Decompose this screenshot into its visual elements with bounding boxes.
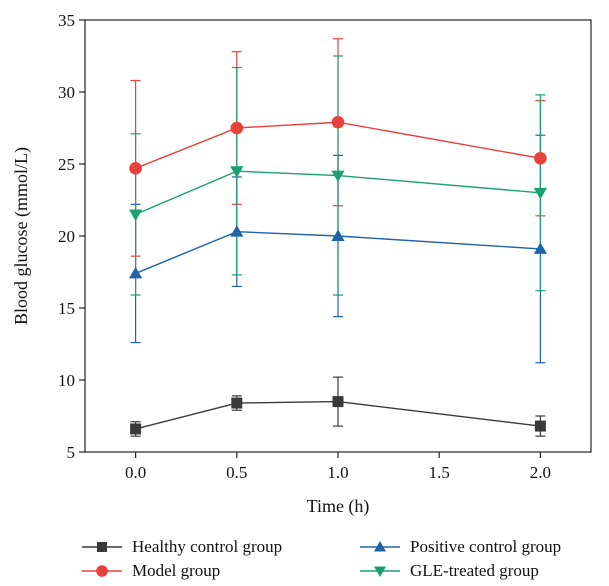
legend-item-gle: GLE-treated group bbox=[358, 560, 539, 582]
legend-marker bbox=[97, 542, 107, 552]
y-tick-label: 5 bbox=[67, 443, 76, 462]
legend-label: Healthy control group bbox=[132, 537, 283, 556]
data-point bbox=[129, 209, 143, 221]
legend-item-healthy: Healthy control group bbox=[80, 536, 282, 558]
y-tick-label: 30 bbox=[58, 83, 75, 102]
data-point bbox=[331, 115, 345, 129]
legend-label: Positive control group bbox=[410, 537, 562, 556]
data-point bbox=[533, 242, 547, 254]
data-point bbox=[331, 229, 345, 241]
series-3 bbox=[129, 166, 547, 221]
legend-marker bbox=[96, 565, 108, 577]
x-tick-label: 1.5 bbox=[429, 463, 450, 482]
data-point bbox=[129, 266, 143, 279]
series-line bbox=[135, 230, 541, 275]
triangle-up-marker-icon bbox=[360, 541, 400, 552]
series-1 bbox=[129, 115, 547, 175]
series-0 bbox=[130, 396, 546, 435]
series-line bbox=[135, 400, 541, 430]
legend: Healthy control group Positive control g… bbox=[80, 536, 600, 584]
circle-marker-icon bbox=[82, 565, 122, 577]
legend-label: Model group bbox=[132, 561, 221, 580]
y-tick-label: 35 bbox=[58, 11, 75, 30]
data-point bbox=[230, 225, 244, 237]
legend-marker bbox=[374, 566, 386, 577]
series-line bbox=[135, 170, 541, 216]
legend-label: GLE-treated group bbox=[410, 561, 539, 580]
data-point bbox=[534, 420, 546, 432]
triangle-down-marker-icon bbox=[360, 566, 400, 577]
chart: 5 10 15 20 25 30 35 0.0 0.5 1.0 1.5 2.0 Time (h) Bl… bbox=[11, 11, 592, 517]
data-point bbox=[130, 423, 142, 435]
y-tick-label: 15 bbox=[58, 299, 75, 318]
series bbox=[129, 38, 547, 437]
legend-item-model: Model group bbox=[80, 560, 220, 582]
x-axis-label: Time (h) bbox=[307, 496, 370, 517]
x-tick-label: 0.0 bbox=[125, 463, 146, 482]
square-marker-icon bbox=[82, 542, 122, 552]
y-tick-label: 10 bbox=[58, 371, 75, 390]
data-point bbox=[533, 187, 547, 200]
y-tick-label: 20 bbox=[58, 227, 75, 246]
data-point bbox=[332, 396, 344, 408]
data-point bbox=[534, 151, 547, 165]
series-2 bbox=[129, 225, 547, 279]
series-line bbox=[135, 121, 541, 169]
x-tick-label: 2.0 bbox=[530, 463, 551, 482]
data-point bbox=[331, 170, 345, 183]
y-axis-label: Blood glucose (mmol/L) bbox=[11, 147, 32, 325]
data-point bbox=[230, 121, 244, 135]
y-tick-label: 25 bbox=[58, 155, 75, 174]
x-tick-label: 0.5 bbox=[226, 463, 247, 482]
legend-marker bbox=[374, 541, 386, 552]
legend-item-positive: Positive control group bbox=[358, 536, 561, 558]
data-point bbox=[231, 397, 243, 409]
x-tick-label: 1.0 bbox=[327, 463, 348, 482]
data-point bbox=[129, 162, 142, 175]
data-point bbox=[230, 166, 244, 178]
axes: 5 10 15 20 25 30 35 0.0 0.5 1.0 1.5 2.0 bbox=[58, 11, 551, 482]
